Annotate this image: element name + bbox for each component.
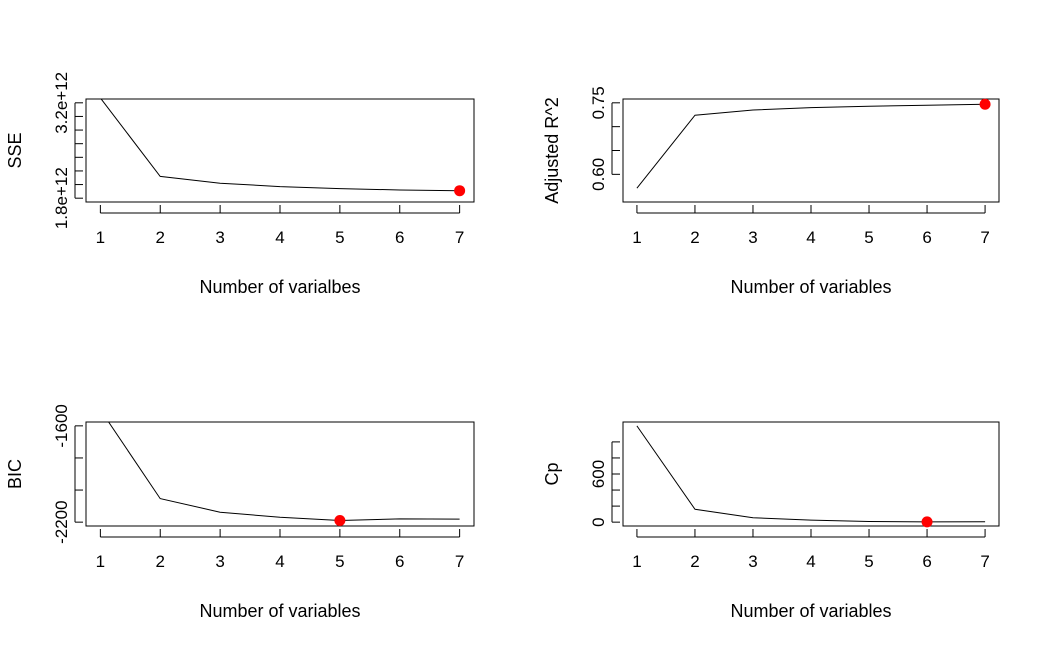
sse-optimum-point bbox=[454, 185, 466, 197]
cp-x-tick-label: 2 bbox=[690, 552, 699, 571]
bic-y-tick-label: -1600 bbox=[52, 404, 71, 447]
adjusted-r2-x-axis-title: Number of variables bbox=[730, 277, 891, 297]
sse-x-tick-label: 3 bbox=[215, 228, 224, 247]
cp-optimum-point bbox=[921, 516, 933, 528]
bic-x-tick-label: 1 bbox=[96, 552, 105, 571]
sse-x-tick-label: 6 bbox=[395, 228, 404, 247]
sse-x-tick-label: 7 bbox=[455, 228, 464, 247]
bic-y-axis-title: BIC bbox=[5, 459, 25, 489]
adjusted-r2-plot-frame bbox=[622, 98, 1000, 203]
bic-x-tick-label: 7 bbox=[455, 552, 464, 571]
cp-x-axis-title: Number of variables bbox=[730, 601, 891, 621]
cp-x-tick-label: 1 bbox=[632, 552, 641, 571]
sse-x-axis-title: Number of varialbes bbox=[199, 277, 360, 297]
adjusted-r2-y-tick-label: 0.75 bbox=[589, 86, 608, 119]
sse-y-tick-label: 3.2e+12 bbox=[52, 72, 71, 134]
sse-x-tick-label: 1 bbox=[96, 228, 105, 247]
cp-x-tick-label: 4 bbox=[806, 552, 815, 571]
adjusted-r2-x-tick-label: 4 bbox=[806, 228, 815, 247]
cp-x-tick-label: 6 bbox=[922, 552, 931, 571]
sse-plot-frame bbox=[85, 98, 475, 203]
cp-y-axis-title: Cp bbox=[542, 462, 562, 485]
sse-x-tick-label: 2 bbox=[156, 228, 165, 247]
adjusted-r2-x-tick-label: 3 bbox=[748, 228, 757, 247]
adjusted-r2-y-axis-title: Adjusted R^2 bbox=[542, 97, 562, 204]
adjusted-r2-x-tick-label: 5 bbox=[864, 228, 873, 247]
adjusted-r2-series-line bbox=[636, 103, 986, 189]
cp-panel: 1 2 3 4 5 6 7 0 600 Number of variables Cp bbox=[542, 421, 1000, 621]
bic-optimum-point bbox=[334, 515, 346, 527]
cp-x-tick-label: 3 bbox=[748, 552, 757, 571]
bic-x-tick-label: 3 bbox=[215, 552, 224, 571]
sse-x-tick-label: 5 bbox=[335, 228, 344, 247]
bic-plot-frame bbox=[85, 421, 475, 527]
bic-x-tick-label: 6 bbox=[395, 552, 404, 571]
sse-x-tick-label: 4 bbox=[275, 228, 284, 247]
bic-y-tick-label: -2200 bbox=[52, 500, 71, 543]
adjusted-r2-x-tick-label: 1 bbox=[632, 228, 641, 247]
adjusted-r2-x-tick-label: 6 bbox=[922, 228, 931, 247]
bic-x-tick-label: 4 bbox=[275, 552, 284, 571]
bic-panel: 1 2 3 4 5 6 7 -2200 -1600 Number of variables BIC bbox=[5, 404, 475, 621]
cp-x-tick-label: 7 bbox=[980, 552, 989, 571]
adjusted-r2-y-tick-label: 0.60 bbox=[589, 158, 608, 191]
adjusted-r2-x-tick-label: 2 bbox=[690, 228, 699, 247]
adjusted-r2-x-tick-label: 7 bbox=[980, 228, 989, 247]
bic-series-line bbox=[108, 422, 460, 522]
bic-x-tick-label: 5 bbox=[335, 552, 344, 571]
adjusted-r2-panel: 1 2 3 4 5 6 7 0.60 0.75 Number of variables Adjust… bbox=[542, 86, 1000, 297]
cp-series-line bbox=[636, 425, 986, 523]
bic-x-tick-label: 2 bbox=[156, 552, 165, 571]
sse-y-axis-title: SSE bbox=[5, 132, 25, 168]
sse-y-tick-label: 1.8e+12 bbox=[52, 167, 71, 229]
sse-panel: 1 2 3 4 5 6 7 1.8e+12 3.2e+12 Number of varialbes… bbox=[5, 72, 475, 297]
cp-y-tick-label: 600 bbox=[589, 460, 608, 488]
cp-y-tick-label: 0 bbox=[589, 517, 608, 526]
cp-plot-frame bbox=[622, 421, 1000, 527]
sse-series-line bbox=[100, 99, 460, 192]
adjusted-r2-optimum-point bbox=[979, 98, 991, 110]
cp-x-tick-label: 5 bbox=[864, 552, 873, 571]
bic-x-axis-title: Number of variables bbox=[199, 601, 360, 621]
